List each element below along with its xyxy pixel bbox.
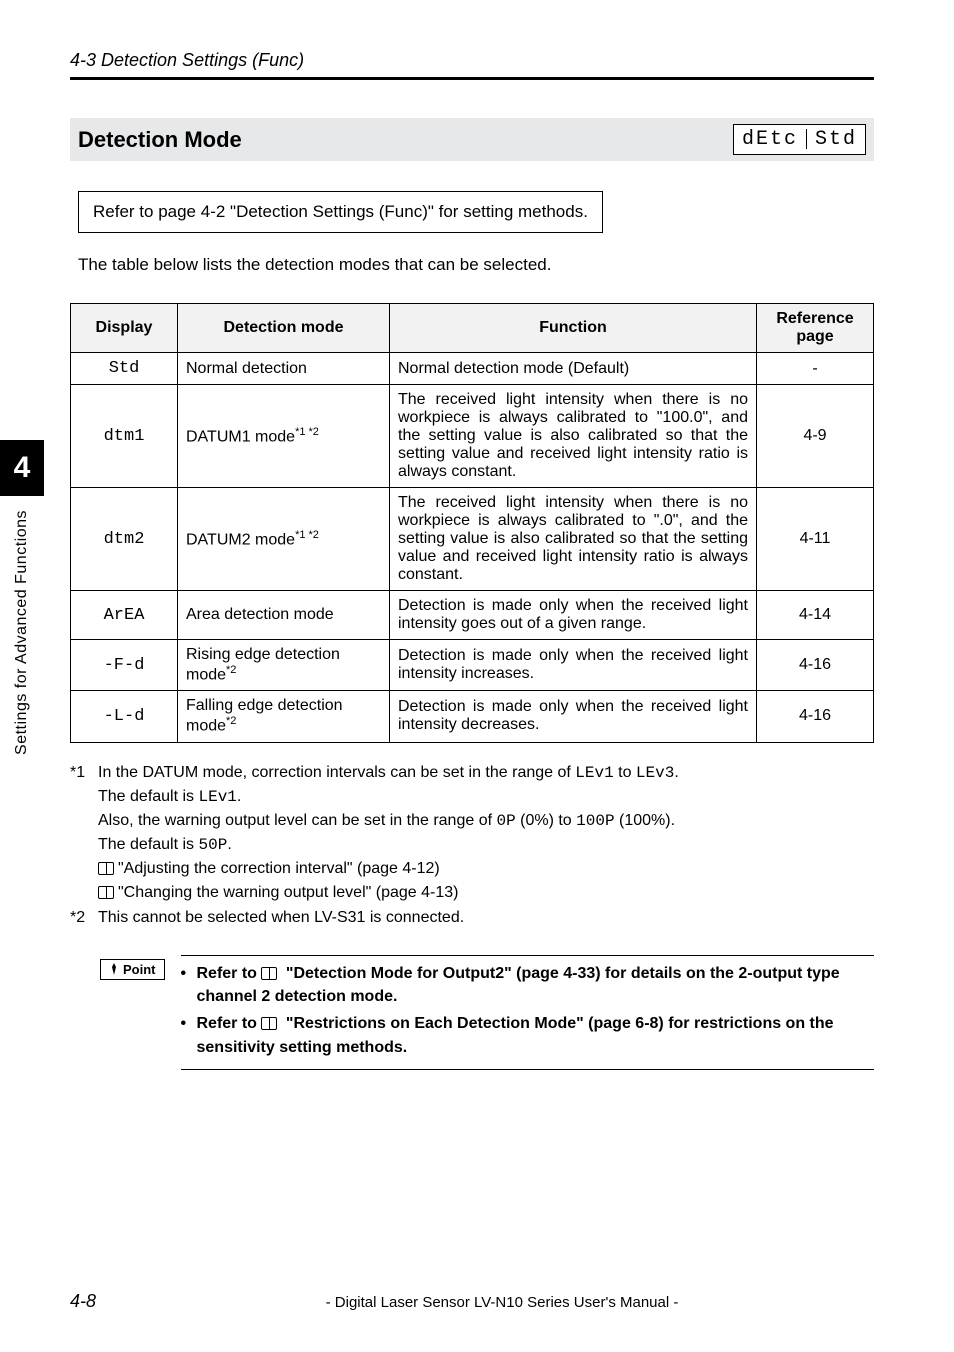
- bullet: •: [181, 1012, 197, 1058]
- segment-divider: [806, 129, 807, 149]
- th-ref: Reference page: [757, 304, 874, 353]
- cell-mode: DATUM2 mode*1 *2: [178, 488, 390, 591]
- point-1a: Refer to: [197, 965, 262, 982]
- footnote-1d: The default is: [98, 836, 199, 853]
- footnote-1f: "Changing the warning output level" (pag…: [118, 884, 458, 901]
- point-body: • Refer to "Detection Mode for Output2" …: [181, 955, 875, 1070]
- cell-display: -F-d: [71, 640, 178, 691]
- point-block: Point • Refer to "Detection Mode for Out…: [100, 955, 874, 1070]
- cell-mode: Normal detection: [178, 353, 390, 385]
- book-icon: [261, 967, 277, 980]
- table-row: -L-dFalling edge detection mode*2Detecti…: [71, 691, 874, 742]
- cell-reference: 4-11: [757, 488, 874, 591]
- footer: 4-8 - Digital Laser Sensor LV-N10 Series…: [70, 1291, 874, 1312]
- footnote-1b-end: .: [237, 788, 241, 805]
- point-2b: "Restrictions on Each Detection Mode" (p…: [197, 1015, 834, 1055]
- table-header-row: Display Detection mode Function Referenc…: [71, 304, 874, 353]
- footnote-1-label: *1: [70, 761, 98, 904]
- point-label: Point: [100, 959, 165, 980]
- side-tab-label: Settings for Advanced Functions: [13, 510, 31, 755]
- cell-display: -L-d: [71, 691, 178, 742]
- book-icon: [98, 886, 114, 899]
- footnote-2: This cannot be selected when LV-S31 is c…: [98, 906, 874, 929]
- cell-mode: Rising edge detection mode*2: [178, 640, 390, 691]
- footnote-1d-code: 50P: [199, 836, 228, 854]
- pin-icon: [109, 963, 119, 975]
- point-2a: Refer to: [197, 1015, 262, 1032]
- footnote-1a-end: .: [674, 764, 678, 781]
- segment-right: Std: [815, 128, 857, 151]
- section-rule: [70, 77, 874, 80]
- footnote-1a-mid: to: [614, 764, 636, 781]
- manual-title: - Digital Laser Sensor LV-N10 Series Use…: [130, 1294, 874, 1311]
- cell-display: Std: [71, 353, 178, 385]
- table-row: ArEAArea detection modeDetection is made…: [71, 591, 874, 640]
- segment-display: dEtc Std: [733, 124, 866, 155]
- point-label-text: Point: [123, 962, 156, 977]
- bullet: •: [181, 962, 197, 1008]
- cell-reference: -: [757, 353, 874, 385]
- cell-function: Normal detection mode (Default): [390, 353, 757, 385]
- cell-reference: 4-9: [757, 385, 874, 488]
- footnote-1a-code1: LEv1: [575, 764, 613, 782]
- cell-display: dtm1: [71, 385, 178, 488]
- cell-display: dtm2: [71, 488, 178, 591]
- cell-reference: 4-16: [757, 640, 874, 691]
- side-tab-number: 4: [0, 440, 44, 496]
- footnote-1b: The default is: [98, 788, 199, 805]
- side-tab: 4 Settings for Advanced Functions: [0, 440, 44, 755]
- book-icon: [261, 1017, 277, 1030]
- title-row: Detection Mode dEtc Std: [70, 118, 874, 161]
- section-header: 4-3 Detection Settings (Func): [70, 50, 874, 71]
- th-func: Function: [390, 304, 757, 353]
- page-number: 4-8: [70, 1291, 130, 1312]
- cell-mode: Area detection mode: [178, 591, 390, 640]
- point-1b: "Detection Mode for Output2" (page 4-33)…: [197, 965, 840, 1005]
- table-row: StdNormal detectionNormal detection mode…: [71, 353, 874, 385]
- footnote-1e: "Adjusting the correction interval" (pag…: [118, 860, 440, 877]
- th-mode: Detection mode: [178, 304, 390, 353]
- cell-display: ArEA: [71, 591, 178, 640]
- book-icon: [98, 862, 114, 875]
- cell-reference: 4-14: [757, 591, 874, 640]
- cell-function: Detection is made only when the received…: [390, 640, 757, 691]
- footnote-1c-mid: (0%) to: [516, 812, 576, 829]
- table-row: dtm1DATUM1 mode*1 *2The received light i…: [71, 385, 874, 488]
- table-row: dtm2DATUM2 mode*1 *2The received light i…: [71, 488, 874, 591]
- cell-function: The received light intensity when there …: [390, 488, 757, 591]
- footnote-1a: In the DATUM mode, correction intervals …: [98, 764, 575, 781]
- footnote-1c-code1: 0P: [496, 812, 515, 830]
- cell-reference: 4-16: [757, 691, 874, 742]
- detection-table: Display Detection mode Function Referenc…: [70, 303, 874, 743]
- th-display: Display: [71, 304, 178, 353]
- footnotes: *1 In the DATUM mode, correction interva…: [70, 761, 874, 929]
- cell-function: Detection is made only when the received…: [390, 591, 757, 640]
- reference-box: Refer to page 4-2 "Detection Settings (F…: [78, 191, 603, 233]
- footnote-1c-end: (100%).: [615, 812, 675, 829]
- cell-function: Detection is made only when the received…: [390, 691, 757, 742]
- footnote-1c: Also, the warning output level can be se…: [98, 812, 496, 829]
- page-title: Detection Mode: [78, 127, 242, 153]
- footnote-2-label: *2: [70, 906, 98, 929]
- segment-left: dEtc: [742, 128, 798, 151]
- cell-mode: Falling edge detection mode*2: [178, 691, 390, 742]
- cell-function: The received light intensity when there …: [390, 385, 757, 488]
- footnote-1d-end: .: [227, 836, 231, 853]
- footnote-1c-code2: 100P: [576, 812, 614, 830]
- table-row: -F-dRising edge detection mode*2Detectio…: [71, 640, 874, 691]
- footnote-1b-code: LEv1: [199, 788, 237, 806]
- intro-text: The table below lists the detection mode…: [78, 255, 874, 275]
- footnote-1a-code2: LEv3: [636, 764, 674, 782]
- cell-mode: DATUM1 mode*1 *2: [178, 385, 390, 488]
